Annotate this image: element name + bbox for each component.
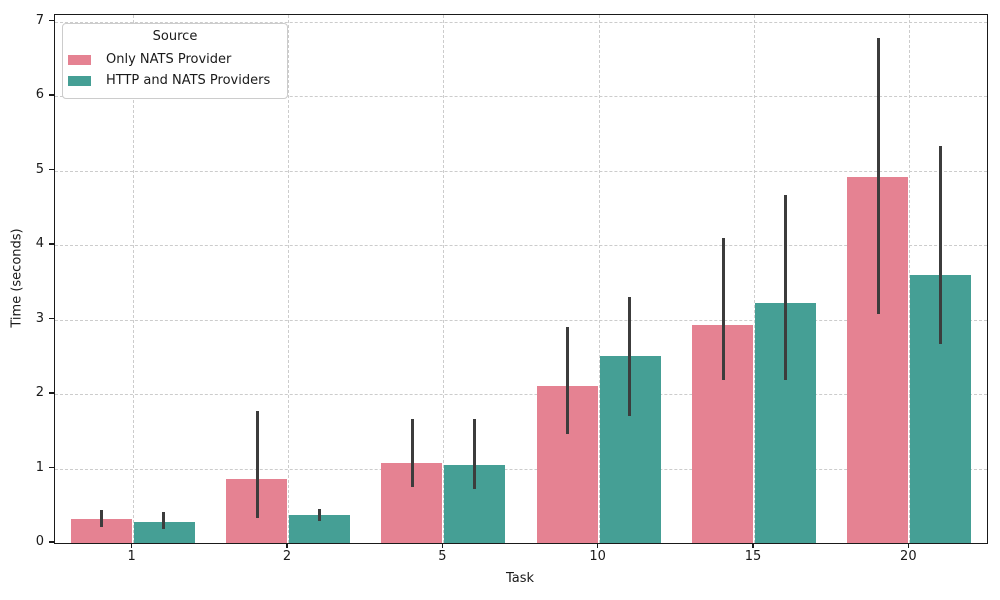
y-tick-mark	[49, 541, 54, 543]
v-gridline	[754, 15, 755, 543]
v-gridline	[288, 15, 289, 543]
error-bar	[410, 419, 414, 488]
y-tick-mark	[49, 317, 54, 320]
error-bar	[721, 237, 725, 380]
h-gridline	[55, 394, 987, 396]
y-tick-mark	[49, 243, 54, 245]
error-bar	[783, 195, 787, 380]
legend-entry-label: HTTP and NATS Providers	[106, 73, 271, 88]
error-bar	[876, 38, 880, 315]
x-tick-label: 10	[589, 549, 606, 564]
h-gridline	[55, 21, 987, 23]
y-tick-label: 4	[35, 236, 44, 252]
h-gridline	[55, 170, 987, 172]
legend: Source Only NATS Provider HTTP and NATS P…	[62, 23, 288, 99]
v-gridline	[132, 15, 134, 543]
y-tick-mark	[49, 392, 54, 394]
error-bar	[938, 146, 942, 345]
y-tick-mark	[49, 168, 54, 171]
bar-http-task-1	[133, 522, 195, 543]
y-tick-mark	[49, 94, 54, 96]
h-gridline	[55, 468, 987, 470]
error-bar	[255, 411, 259, 519]
error-bar	[100, 510, 104, 528]
y-tick-mark	[49, 20, 54, 22]
y-tick-label: 1	[35, 459, 44, 475]
h-gridline	[55, 245, 987, 247]
x-tick-label: 15	[744, 549, 762, 564]
h-gridline	[55, 319, 987, 321]
legend-swatch-icon	[68, 75, 91, 86]
y-tick-label: 5	[35, 161, 44, 177]
v-gridline	[443, 15, 445, 543]
x-tick-label: 2	[282, 549, 292, 564]
legend-entry: Only NATS Provider	[63, 49, 287, 70]
legend-entries: Only NATS Provider HTTP and NATS Provider…	[63, 49, 287, 91]
x-tick-mark	[752, 543, 754, 549]
y-tick-label: 3	[35, 310, 44, 326]
x-tick-label: 1	[127, 549, 136, 564]
v-gridline	[598, 15, 600, 543]
y-tick-mark	[49, 466, 54, 469]
legend-entry-label: Only NATS Provider	[106, 52, 232, 67]
x-axis-label: Task	[505, 571, 535, 586]
bar-nats-task-1	[70, 519, 132, 543]
x-tick-mark	[441, 543, 444, 549]
v-gridline	[909, 15, 911, 543]
error-bar	[162, 511, 166, 529]
plot-area	[54, 14, 988, 544]
y-tick-label: 2	[35, 385, 44, 401]
x-tick-mark	[907, 543, 910, 549]
x-tick-label: 5	[438, 549, 447, 564]
x-tick-mark	[130, 543, 133, 549]
error-bar	[566, 327, 570, 435]
error-bar	[472, 419, 476, 490]
h-gridline	[55, 96, 987, 98]
y-tick-label: 7	[35, 12, 44, 28]
legend-title: Source	[152, 29, 198, 44]
error-bar	[317, 509, 321, 521]
y-tick-label: 0	[35, 534, 44, 549]
x-tick-label: 20	[900, 549, 917, 564]
y-tick-label: 6	[35, 87, 44, 103]
x-tick-mark	[286, 543, 288, 549]
x-tick-mark	[596, 543, 599, 549]
legend-entry: HTTP and NATS Providers	[63, 70, 287, 91]
error-bar	[628, 297, 632, 417]
legend-swatch-icon	[68, 54, 91, 65]
